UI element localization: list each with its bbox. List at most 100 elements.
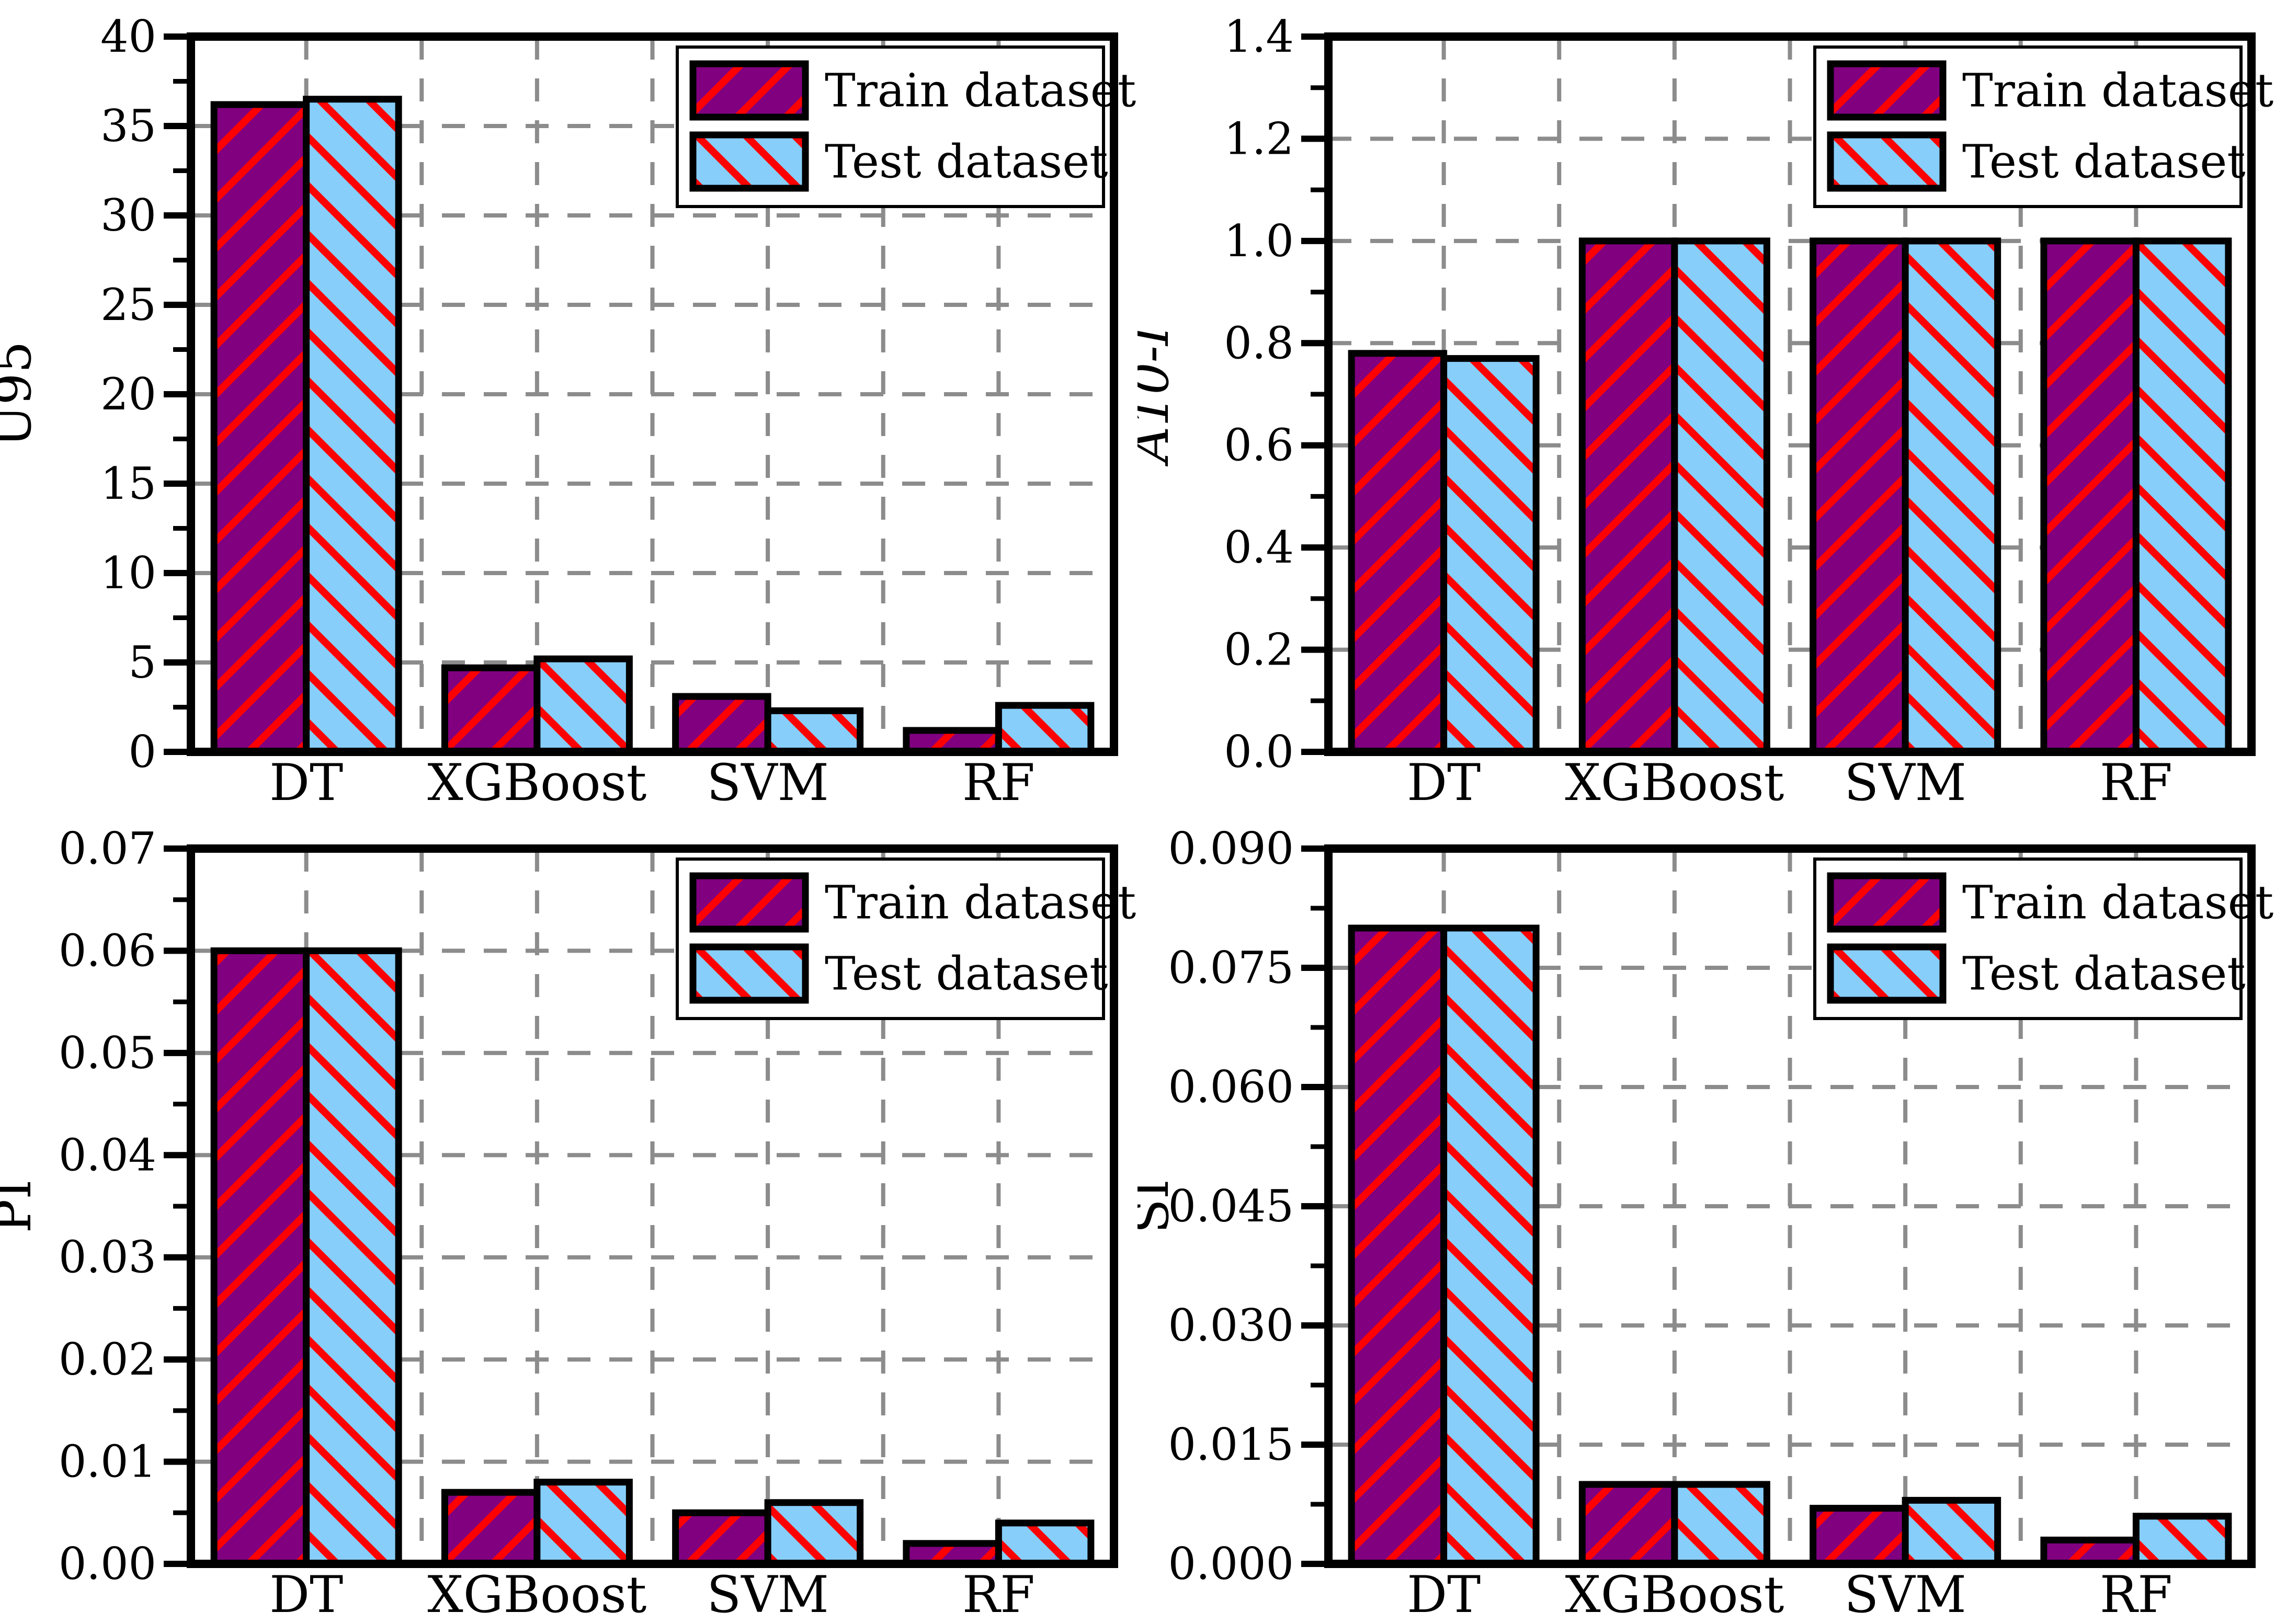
x-category-label: RF: [962, 753, 1035, 812]
bar-test-dt: [1440, 355, 1540, 756]
x-category-label: RF: [2100, 753, 2172, 812]
y-tick-label: 0.6: [1224, 420, 1294, 471]
y-tick-label: 0.030: [1168, 1300, 1294, 1351]
legend-swatch-train: [1827, 872, 1947, 933]
bar-train-svm: [1810, 1505, 1909, 1568]
panel-u95: 0 5 10 15 20 25 30 35 40 DT XGBoost SVM RF U95 Train d…: [0, 0, 1138, 812]
y-axis-title: U95: [0, 341, 42, 447]
bar-train-svm: [672, 1509, 771, 1568]
y-tick-label: 1.0: [1224, 215, 1294, 267]
x-category-label: SVM: [707, 1565, 828, 1624]
y-tick-label: 35: [100, 100, 156, 152]
legend-label-test: Test dataset: [1962, 947, 2246, 1001]
bar-train-xgboost: [1578, 1481, 1678, 1568]
x-category-label: DT: [269, 1565, 343, 1624]
legend-swatch-train: [689, 872, 809, 933]
bar-test-rf: [995, 702, 1095, 756]
y-tick-label: 20: [100, 369, 156, 420]
legend: Train dataset Test dataset: [1813, 857, 2273, 1020]
bar-train-svm: [672, 693, 771, 756]
bar-test-xgboost: [1671, 237, 1770, 756]
bar-test-rf: [2132, 1513, 2232, 1568]
y-tick-label: 0.8: [1224, 317, 1294, 369]
y-tick-label: 0.03: [59, 1232, 156, 1283]
y-tick-label: 0: [129, 726, 156, 777]
y-tick-label: 0.075: [1168, 942, 1294, 993]
y-tick-label: 0.07: [59, 823, 156, 874]
x-axis-labels: DT XGBoost SVM RF: [1407, 753, 2172, 812]
bar-train-dt: [1348, 350, 1448, 756]
y-tick-label: 0.015: [1168, 1419, 1294, 1470]
legend-swatch-test: [689, 943, 809, 1004]
y-tick-label: 0.4: [1224, 522, 1294, 573]
x-axis-labels: DT XGBoost SVM RF: [1407, 1565, 2172, 1624]
y-tick-label: 0.000: [1168, 1538, 1294, 1589]
legend-label-test: Test dataset: [825, 947, 1108, 1001]
y-tick-label: 5: [129, 637, 156, 688]
x-category-label: RF: [2100, 1565, 2172, 1624]
bar-test-svm: [1902, 1496, 2001, 1568]
bars: [1348, 924, 2232, 1568]
bar-train-dt: [210, 101, 310, 756]
bar-test-dt: [303, 947, 402, 1568]
x-category-label: SVM: [707, 753, 828, 812]
y-tick-label: 1.2: [1224, 113, 1294, 164]
bar-train-xgboost: [441, 664, 541, 756]
y-tick-label: 40: [100, 11, 156, 62]
x-category-label: XGBoost: [427, 753, 646, 812]
y-tick-label: 0.0: [1224, 726, 1294, 777]
plot-frame: [1324, 844, 2256, 1568]
bars: [1348, 237, 2232, 756]
chart-u95: 0 5 10 15 20 25 30 35 40 DT XGBoost SVM RF U95 Train d…: [0, 11, 1136, 812]
bar-test-dt: [303, 96, 402, 756]
panel-a10i: 0.0 0.2 0.4 0.6 0.8 1.0 1.2 1.4 DT XGBoost SVM RF A1…: [1138, 0, 2275, 812]
bar-test-svm: [764, 1499, 864, 1568]
bar-test-rf: [995, 1519, 1095, 1568]
legend-swatch-test: [1827, 943, 1947, 1004]
x-axis-labels: DT XGBoost SVM RF: [269, 1565, 1035, 1624]
y-tick-label: 0.00: [59, 1538, 156, 1589]
bar-test-rf: [2132, 237, 2232, 756]
x-category-label: SVM: [1844, 1565, 1966, 1624]
legend-swatch-train: [689, 60, 809, 121]
y-axis-ticks: 0 5 10 15 20 25 30 35 40: [100, 11, 187, 777]
bar-train-rf: [2040, 237, 2140, 756]
gridlines: [1328, 849, 2251, 1564]
x-category-label: DT: [1407, 753, 1481, 812]
bar-train-dt: [210, 947, 310, 1568]
bar-test-xgboost: [1671, 1481, 1770, 1568]
plot-frame: [187, 844, 1118, 1568]
y-tick-label: 15: [100, 458, 156, 509]
x-category-label: XGBoost: [427, 1565, 646, 1624]
y-tick-label: 25: [100, 279, 156, 330]
bar-test-xgboost: [533, 655, 633, 756]
chart-si: 0.000 0.015 0.030 0.045 0.060 0.075 0.090 DT XGB…: [1138, 823, 2273, 1624]
y-tick-label: 1.4: [1224, 11, 1294, 62]
legend-label-test: Test dataset: [1962, 135, 2246, 189]
y-tick-label: 0.045: [1168, 1181, 1294, 1232]
legend-swatch-test: [1827, 131, 1947, 192]
legend-label-test: Test dataset: [825, 135, 1108, 189]
plot-frame: [187, 32, 1118, 756]
y-tick-label: 0.2: [1224, 624, 1294, 676]
panel-pi: 0.00 0.01 0.02 0.03 0.04 0.05 0.06 0.07 DT XGBoos…: [0, 812, 1138, 1624]
y-tick-label: 0.090: [1168, 823, 1294, 874]
x-category-label: DT: [269, 753, 343, 812]
x-category-label: RF: [962, 1565, 1035, 1624]
y-axis-ticks: 0.000 0.015 0.030 0.045 0.060 0.075 0.090: [1168, 823, 1324, 1589]
chart-pi: 0.00 0.01 0.02 0.03 0.04 0.05 0.06 0.07 DT XGBoos…: [0, 823, 1136, 1624]
plot-frame: [1324, 32, 2256, 756]
x-axis-labels: DT XGBoost SVM RF: [269, 753, 1035, 812]
bar-train-xgboost: [1578, 237, 1678, 756]
y-tick-label: 0.05: [59, 1027, 156, 1079]
legend-swatch-train: [1827, 60, 1947, 121]
chart-a10i: 0.0 0.2 0.4 0.6 0.8 1.0 1.2 1.4 DT XGBoost SVM RF A1…: [1138, 11, 2273, 812]
legend: Train dataset Test dataset: [676, 857, 1136, 1020]
panel-si: 0.000 0.015 0.030 0.045 0.060 0.075 0.090 DT XGB…: [1138, 812, 2275, 1624]
bar-train-dt: [1348, 924, 1448, 1568]
y-tick-label: 10: [100, 547, 156, 599]
bar-test-dt: [1440, 924, 1540, 1568]
x-category-label: SVM: [1844, 753, 1966, 812]
bar-test-xgboost: [533, 1479, 633, 1568]
bar-train-xgboost: [441, 1489, 541, 1568]
